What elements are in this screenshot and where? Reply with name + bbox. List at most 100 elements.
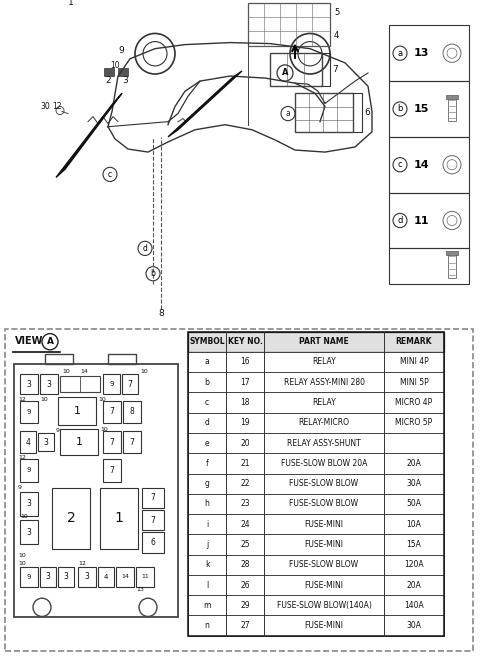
Text: d: d bbox=[143, 244, 147, 253]
Text: a: a bbox=[397, 49, 403, 58]
Bar bbox=[446, 94, 458, 99]
Text: a: a bbox=[286, 109, 290, 118]
Text: RELAY: RELAY bbox=[312, 398, 336, 407]
Text: 29: 29 bbox=[240, 601, 250, 610]
Text: 8: 8 bbox=[130, 407, 134, 416]
Text: 10A: 10A bbox=[407, 520, 421, 529]
Text: c: c bbox=[205, 398, 209, 407]
Text: l: l bbox=[206, 581, 208, 590]
Bar bbox=[188, 535, 444, 554]
Text: 19: 19 bbox=[240, 419, 250, 427]
Bar bbox=[188, 575, 444, 595]
Text: 3: 3 bbox=[26, 499, 31, 508]
Bar bbox=[188, 514, 444, 535]
Bar bbox=[446, 251, 458, 255]
Bar bbox=[188, 554, 444, 575]
Text: 10: 10 bbox=[40, 396, 48, 401]
Text: 7: 7 bbox=[109, 466, 114, 475]
Text: 20A: 20A bbox=[407, 459, 421, 468]
Text: 2: 2 bbox=[67, 511, 75, 525]
Bar bbox=[270, 52, 322, 86]
Text: RELAY ASSY-MINI 280: RELAY ASSY-MINI 280 bbox=[284, 378, 364, 387]
Text: 3: 3 bbox=[26, 380, 31, 389]
Bar bbox=[104, 68, 114, 76]
Text: 22: 22 bbox=[240, 479, 250, 488]
Bar bbox=[20, 401, 38, 423]
Text: 16: 16 bbox=[240, 358, 250, 367]
Text: 4: 4 bbox=[25, 438, 30, 447]
Text: 1: 1 bbox=[115, 511, 123, 525]
Text: 10: 10 bbox=[100, 427, 108, 432]
Text: 3: 3 bbox=[44, 438, 48, 447]
Text: d: d bbox=[204, 419, 209, 427]
Text: 12: 12 bbox=[18, 455, 26, 461]
Bar bbox=[100, 487, 138, 548]
Bar bbox=[14, 364, 178, 617]
Text: 1: 1 bbox=[68, 0, 74, 7]
Text: 6: 6 bbox=[364, 108, 370, 117]
Bar bbox=[389, 193, 469, 249]
Bar bbox=[142, 487, 164, 508]
Text: 7: 7 bbox=[109, 407, 114, 416]
Text: 14: 14 bbox=[121, 575, 129, 579]
Text: FUSE-SLOW BLOW: FUSE-SLOW BLOW bbox=[289, 560, 359, 569]
Bar bbox=[188, 453, 444, 474]
Text: 25: 25 bbox=[240, 540, 250, 549]
Bar bbox=[142, 532, 164, 552]
Text: 140A: 140A bbox=[404, 601, 424, 610]
Bar bbox=[142, 510, 164, 530]
Polygon shape bbox=[168, 71, 242, 137]
Text: FUSE-MINI: FUSE-MINI bbox=[304, 540, 344, 549]
Bar bbox=[78, 567, 96, 587]
Text: 10: 10 bbox=[18, 561, 26, 565]
Bar bbox=[136, 567, 154, 587]
Text: 11: 11 bbox=[414, 216, 430, 226]
Text: 12: 12 bbox=[18, 396, 26, 401]
Bar bbox=[123, 431, 141, 453]
Text: e: e bbox=[204, 439, 209, 447]
Text: 13: 13 bbox=[414, 49, 430, 58]
Text: j: j bbox=[206, 540, 208, 549]
Text: 17: 17 bbox=[240, 378, 250, 387]
Bar bbox=[108, 354, 136, 364]
Text: 2: 2 bbox=[105, 76, 110, 85]
Bar bbox=[103, 459, 121, 482]
Text: 7: 7 bbox=[109, 438, 114, 447]
Text: MICRO 5P: MICRO 5P bbox=[396, 419, 432, 427]
Bar bbox=[389, 249, 469, 284]
Text: 5: 5 bbox=[334, 9, 339, 17]
Bar bbox=[103, 431, 121, 453]
Text: 9: 9 bbox=[27, 409, 31, 415]
Text: RELAY: RELAY bbox=[312, 358, 336, 367]
Bar bbox=[45, 354, 73, 364]
Text: 7: 7 bbox=[151, 493, 156, 502]
Text: 30A: 30A bbox=[407, 479, 421, 488]
Bar bbox=[20, 431, 36, 453]
Bar bbox=[103, 374, 120, 394]
Text: 3: 3 bbox=[26, 528, 31, 537]
Text: b: b bbox=[397, 104, 403, 113]
Text: 1: 1 bbox=[73, 406, 81, 416]
Text: c: c bbox=[398, 160, 402, 169]
Text: 9: 9 bbox=[56, 428, 60, 433]
Text: 9: 9 bbox=[118, 46, 124, 54]
Text: 6: 6 bbox=[151, 538, 156, 547]
Text: 10: 10 bbox=[20, 514, 28, 519]
Bar bbox=[188, 433, 444, 453]
Bar bbox=[188, 331, 444, 352]
Text: h: h bbox=[204, 499, 209, 508]
Text: 26: 26 bbox=[240, 581, 250, 590]
Bar bbox=[448, 253, 456, 277]
Bar bbox=[20, 374, 38, 394]
Text: FUSE-MINI: FUSE-MINI bbox=[304, 520, 344, 529]
Bar bbox=[60, 429, 98, 455]
Bar bbox=[188, 372, 444, 392]
Text: FUSE-MINI: FUSE-MINI bbox=[304, 581, 344, 590]
Text: 12: 12 bbox=[52, 102, 61, 112]
Text: 12: 12 bbox=[78, 561, 86, 565]
Text: k: k bbox=[205, 560, 209, 569]
Bar bbox=[188, 392, 444, 413]
Text: 20: 20 bbox=[240, 439, 250, 447]
Text: 11: 11 bbox=[141, 575, 149, 579]
Text: 21: 21 bbox=[240, 459, 250, 468]
